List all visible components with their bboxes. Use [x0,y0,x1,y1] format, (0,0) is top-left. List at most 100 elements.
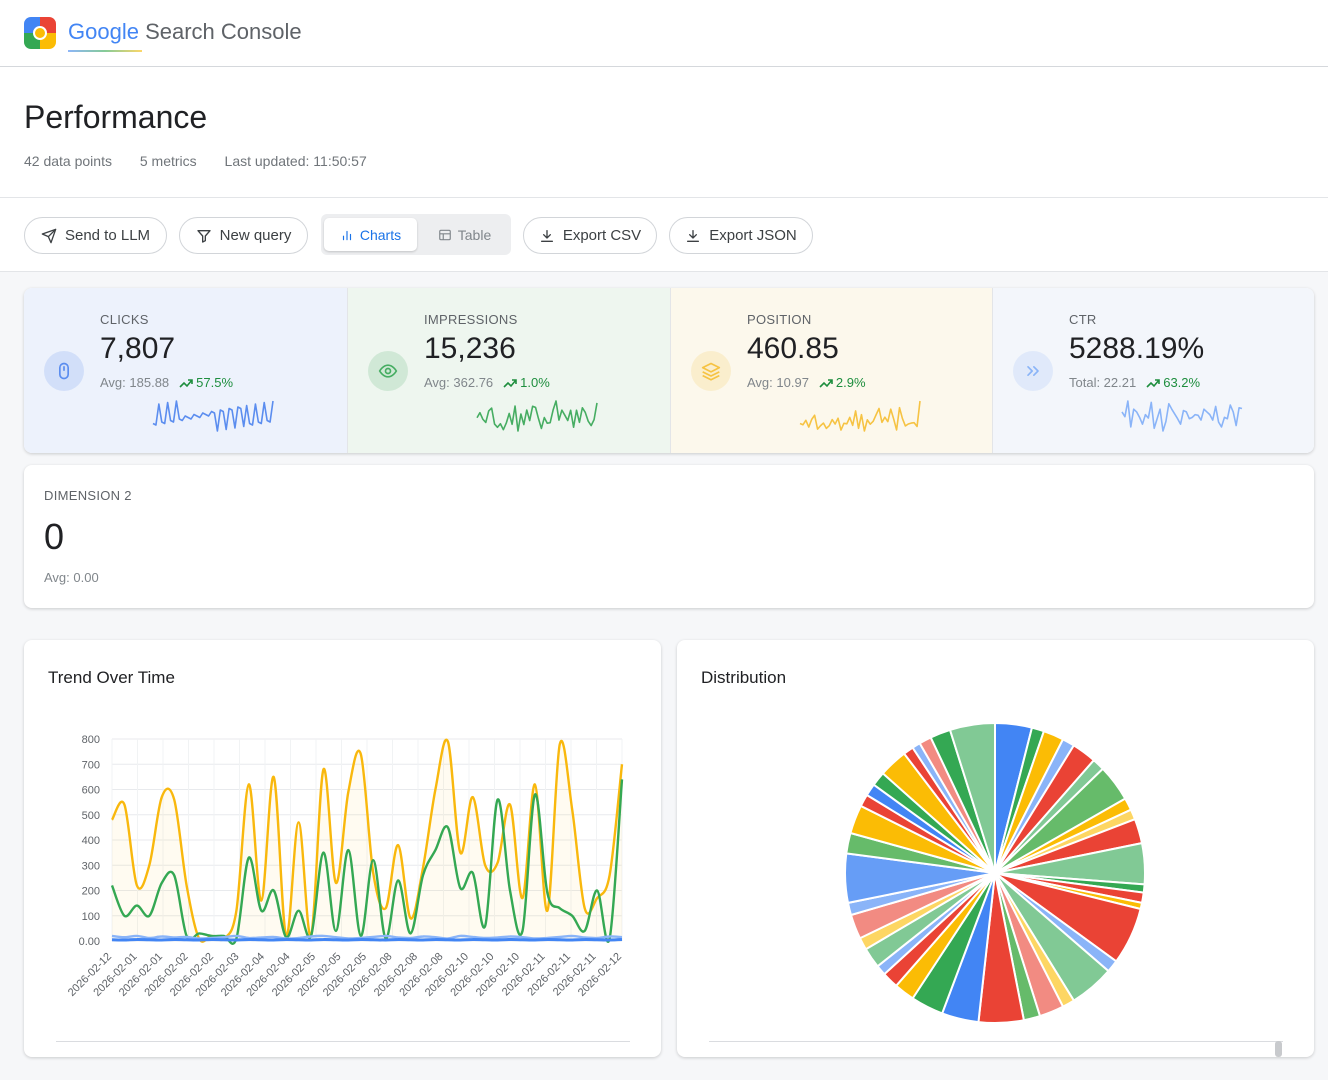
metrics-count: 5 metrics [139,153,197,169]
card-avg: Avg: 185.88 [100,375,170,390]
card-value: 7,807 [100,332,176,365]
trend-badge: 57.5% [179,375,233,390]
export-json-label: Export JSON [709,227,797,244]
distribution-chart [843,721,1146,1024]
panel-divider [56,1041,630,1042]
y-tick-label: 300 [82,860,100,872]
sparkline-path [476,400,598,432]
table-tab-label: Table [457,226,492,243]
trend-value: 63.2% [1163,375,1201,390]
impressions-card[interactable]: IMPRESSIONS 15,236 Avg: 362.76 1.0% [347,288,670,453]
bar-chart-icon [342,230,351,240]
sparkline [476,400,598,432]
y-tick-label: 100 [82,911,100,923]
app-title-rest: Search Console [145,19,302,44]
data-points-count: 42 data points [24,153,112,169]
search-console-logo [24,17,56,49]
trend-chart: 8007006005004003002001000.002026-02-1220… [66,734,624,999]
card-label: CLICKS [100,312,149,327]
y-tick-label: 700 [82,759,100,771]
export-json-button[interactable]: Export JSON [669,217,813,254]
export-csv-label: Export CSV [562,227,642,244]
trending-up-icon [503,379,517,388]
trend-value: 57.5% [196,375,234,390]
card-label: IMPRESSIONS [424,312,518,327]
ctr-card[interactable]: CTR 5288.19% Total: 22.21 63.2% [992,288,1314,453]
layers-icon [691,351,731,391]
y-tick-label: 800 [82,734,100,746]
card-sub: Total: 22.21 63.2% [1069,375,1200,390]
app-title-google: Google [68,19,139,44]
sparkline-path [799,400,921,432]
card-value: 15,236 [424,332,516,365]
distribution-panel: Distribution [677,640,1314,1057]
download-icon [687,229,700,242]
card-sub: Avg: 185.88 57.5% [100,375,233,390]
sparkline [1121,400,1243,432]
charts-tab-label: Charts [359,226,402,243]
view-toggle: Charts Table [321,214,511,255]
mouse-icon [44,351,84,391]
card-avg: Avg: 10.97 [747,375,809,390]
card-avg: Avg: 362.76 [424,375,494,390]
trend-panel: Trend Over Time 800 700 600 500 400 300 200 100… [24,640,661,1057]
series-line [110,779,624,945]
app-title: Google Search Console [68,19,302,45]
trend-badge: 2.9% [819,375,866,390]
card-total: Total: 22.21 [1069,375,1137,390]
card-value: 460.85 [747,332,839,365]
toolbar: Send to LLM New query Charts Table Expor… [0,198,1328,272]
y-tick-label: 0.00 [79,936,100,948]
card-label: CTR [1069,312,1097,327]
dimension-value: 0 [44,516,65,557]
trend-title: Trend Over Time [48,668,175,687]
trending-up-icon [1146,379,1161,388]
sparkline-path [152,400,274,432]
card-label: POSITION [747,312,812,327]
table-tab[interactable]: Table [421,218,508,251]
y-tick-label: 400 [82,835,100,847]
card-value: 5288.19% [1069,332,1205,365]
table-icon [438,229,451,240]
scrollbar-thumb[interactable] [1275,1041,1282,1057]
last-updated: Last updated: 11:50:57 [224,153,367,169]
send-to-llm-label: Send to LLM [64,227,151,244]
top-bar: Google Search Console [0,0,1328,67]
sparkline [152,400,274,432]
y-tick-label: 600 [82,785,100,797]
eye-icon [368,351,408,391]
trend-value: 1.0% [520,375,550,390]
new-query-button[interactable]: New query [179,217,308,254]
title-underline [68,50,142,52]
metric-cards: CLICKS 7,807 Avg: 185.88 57.5% IMPRESSION… [24,288,1314,453]
dimension-card[interactable]: DIMENSION 2 0 Avg: 0.00 [24,465,1314,608]
dimension-label: DIMENSION 2 [44,488,132,503]
download-icon [540,229,553,242]
sparkline [799,400,921,432]
distribution-title: Distribution [701,668,787,687]
dimension-avg: Avg: 0.00 [44,570,99,585]
panel-divider [709,1041,1283,1042]
card-sub: Avg: 362.76 1.0% [424,375,550,390]
pie-slice[interactable] [948,721,996,874]
page-meta: 42 data points 5 metrics Last updated: 1… [24,153,391,169]
page-title: Performance [24,99,208,135]
trend-value: 2.9% [835,375,866,390]
send-to-llm-button[interactable]: Send to LLM [24,217,167,254]
y-tick-label: 500 [82,810,100,822]
trend-badge: 1.0% [503,375,550,390]
charts-tab[interactable]: Charts [324,218,417,251]
send-icon [41,228,57,243]
sparkline-path [1121,400,1243,432]
chevrons-right-icon [1013,351,1053,391]
y-tick-label: 200 [82,886,100,898]
new-query-label: New query [219,227,292,244]
page-header: Performance 42 data points 5 metrics Las… [0,67,1328,198]
position-card[interactable]: POSITION 460.85 Avg: 10.97 2.9% [670,288,992,453]
card-sub: Avg: 10.97 2.9% [747,375,866,390]
export-csv-button[interactable]: Export CSV [523,217,657,254]
clicks-card[interactable]: CLICKS 7,807 Avg: 185.88 57.5% [24,288,347,453]
trend-badge: 63.2% [1146,375,1200,390]
series-line [111,937,623,942]
trending-up-icon [819,379,833,388]
